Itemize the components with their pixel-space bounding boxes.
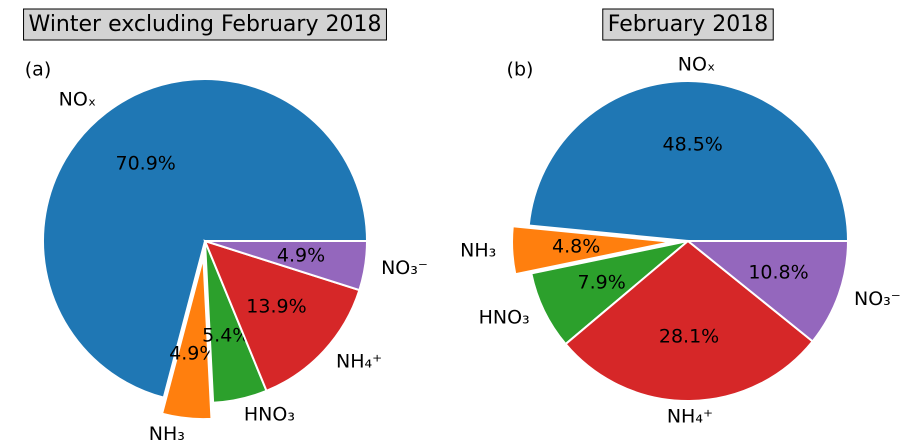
slice-label: HNO₃	[244, 403, 295, 425]
value-label: 13.9%	[246, 295, 306, 317]
pie-slice	[160, 256, 213, 421]
pie-slice	[527, 80, 850, 242]
value-label: 10.8%	[748, 261, 808, 283]
value-label: 28.1%	[659, 325, 719, 347]
slice-label: NO₃⁻	[854, 288, 901, 310]
slice-label: NH₄⁺	[336, 350, 382, 372]
chart-title: February 2018	[608, 12, 768, 37]
pie-slice	[204, 240, 369, 292]
pie-slice	[511, 225, 673, 276]
chart-title: Winter excluding February 2018	[29, 12, 382, 37]
title-box	[23, 8, 387, 41]
pie-slice	[685, 240, 850, 343]
value-label: 7.9%	[577, 271, 625, 293]
slice-label: NH₃	[460, 240, 496, 262]
slice-label: HNO₃	[479, 306, 530, 328]
value-label: 4.9%	[169, 342, 217, 364]
slice-label: NOₓ	[678, 54, 716, 76]
panel-label: (a)	[25, 59, 51, 81]
slice-label: NO₃⁻	[381, 257, 428, 279]
pie-slice	[42, 78, 369, 399]
value-label: 70.9%	[115, 153, 175, 175]
value-label: 4.9%	[277, 244, 325, 266]
panel-label: (b)	[507, 59, 534, 81]
value-label: 48.5%	[662, 134, 722, 156]
value-label: 4.8%	[552, 235, 600, 257]
title-box	[602, 8, 774, 41]
value-label: 5.4%	[202, 324, 250, 346]
slice-label: NOₓ	[59, 88, 97, 110]
slice-label: NH₄⁺	[667, 405, 713, 427]
pie-slice	[564, 239, 815, 402]
slice-label: NH₃	[149, 423, 185, 443]
